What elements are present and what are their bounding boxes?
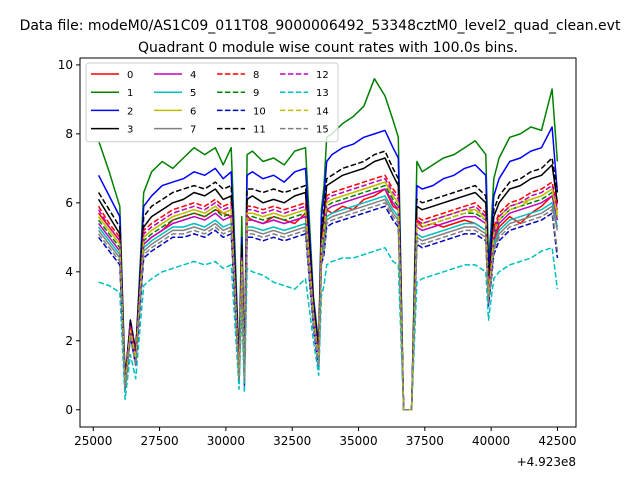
legend-label-0: 0	[127, 70, 133, 81]
figure-suptitle: Data file: modeM0/AS1C09_011T08_90000064…	[20, 18, 621, 34]
chart-title: Quadrant 0 module wise count rates with …	[138, 40, 518, 56]
x-tick-label: 27500	[140, 434, 178, 448]
x-tick-label: 35000	[339, 434, 377, 448]
y-axis: 0 2 4 6 8 10	[58, 58, 80, 417]
x-tick-label: 25000	[74, 434, 112, 448]
legend-label-10: 10	[253, 106, 266, 117]
y-tick-label: 10	[58, 58, 73, 72]
legend-label-7: 7	[190, 125, 196, 136]
y-tick-label: 2	[65, 334, 73, 348]
plot-frame	[79, 57, 577, 428]
series-line-1	[97, 77, 559, 411]
series-line-14	[98, 181, 559, 411]
legend-label-12: 12	[316, 70, 329, 81]
x-axis: 25000 27500 30000 32500 35000 37500 40000 42500	[74, 427, 577, 448]
y-tick-label: 8	[65, 127, 73, 141]
legend-label-8: 8	[253, 70, 259, 81]
legend-label-14: 14	[316, 106, 329, 117]
legend-label-6: 6	[190, 106, 196, 117]
legend-label-9: 9	[253, 88, 259, 99]
legend-label-15: 15	[316, 125, 329, 136]
x-tick-label: 30000	[207, 434, 245, 448]
series-line-11	[97, 150, 559, 411]
y-tick-label: 6	[65, 196, 73, 210]
series-line-13	[98, 246, 559, 411]
legend-label-2: 2	[127, 106, 133, 117]
x-tick-label: 42500	[538, 434, 576, 448]
x-tick-label: 32500	[273, 434, 311, 448]
series-layer	[97, 77, 559, 411]
x-offset-label: +4.923e8	[517, 455, 576, 469]
series-line-15	[98, 202, 559, 411]
x-tick-label: 37500	[406, 434, 444, 448]
legend-label-1: 1	[127, 88, 133, 99]
x-tick-label: 40000	[472, 434, 510, 448]
y-tick-label: 4	[65, 265, 73, 279]
legend-label-11: 11	[253, 125, 266, 136]
series-line-2	[97, 126, 559, 411]
legend-label-5: 5	[190, 88, 196, 99]
y-tick-label: 0	[65, 403, 73, 417]
legend-label-13: 13	[316, 88, 329, 99]
legend-box	[85, 62, 339, 143]
legend-label-3: 3	[127, 125, 133, 136]
legend-label-4: 4	[190, 70, 196, 81]
